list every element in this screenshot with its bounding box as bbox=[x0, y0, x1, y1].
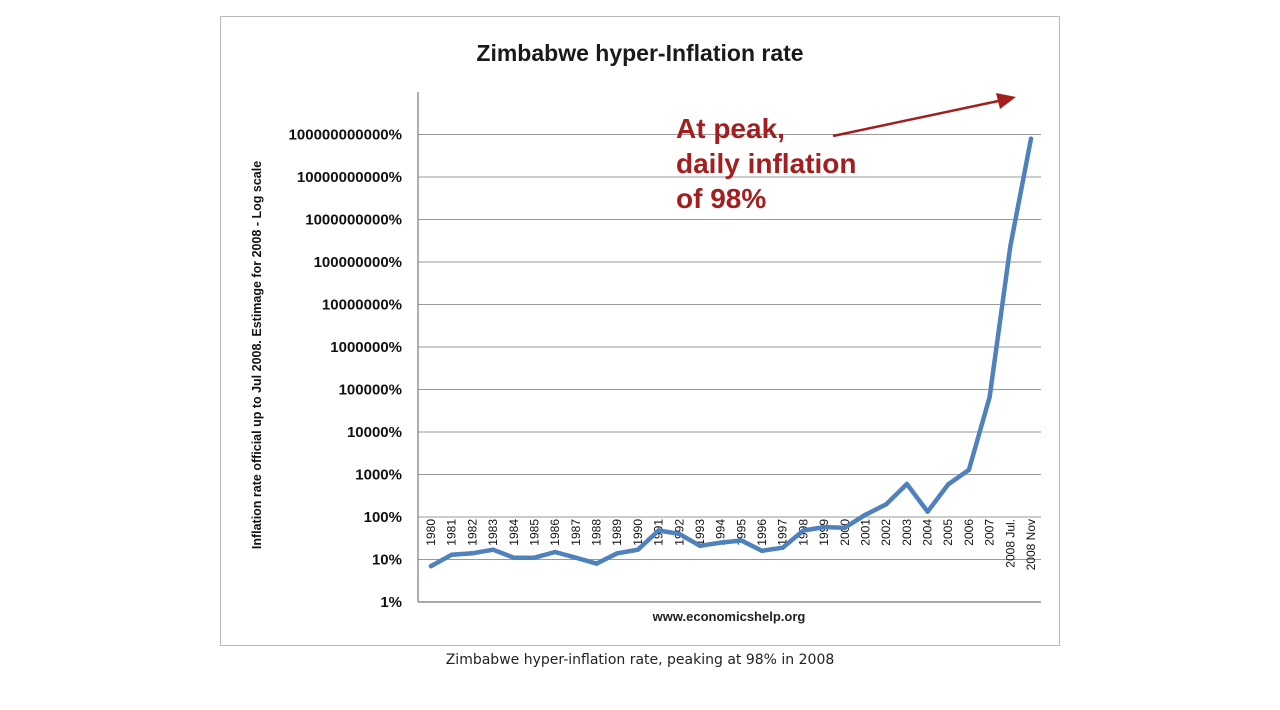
x-tick-label: 1988 bbox=[590, 519, 604, 546]
x-tick-label: 2006 bbox=[962, 519, 976, 546]
annotation-arrow bbox=[832, 98, 1004, 138]
data-point bbox=[532, 555, 537, 560]
y-tick-labels: 1% 10% 100% 1000% 10000% 100000% 1000000% 10000… bbox=[289, 127, 402, 612]
data-point bbox=[615, 551, 620, 556]
y-tick-label: 10000% bbox=[347, 424, 402, 441]
x-tick-label: 2002 bbox=[879, 519, 893, 546]
x-tick-label: 1994 bbox=[714, 519, 728, 546]
y-tick-label: 100000% bbox=[339, 382, 402, 399]
data-point bbox=[490, 547, 496, 552]
y-tick-label: 1000% bbox=[355, 467, 402, 484]
x-tick-label: 2008 Jul. bbox=[1003, 519, 1017, 568]
x-tick-label: 2007 bbox=[983, 519, 997, 546]
x-tick-label: 1987 bbox=[569, 519, 583, 546]
y-tick-label: 10000000% bbox=[322, 297, 402, 314]
data-point bbox=[863, 512, 868, 517]
x-tick-label: 1985 bbox=[527, 519, 541, 546]
y-tick-label: 10% bbox=[372, 552, 402, 569]
data-point bbox=[656, 528, 661, 533]
series-line bbox=[428, 136, 1034, 569]
annotation-line-3: of 98% bbox=[676, 183, 766, 214]
x-tick-label: 1999 bbox=[817, 519, 831, 546]
data-point bbox=[697, 543, 703, 549]
data-point bbox=[718, 540, 723, 545]
source-label: www.economicshelp.org bbox=[652, 609, 806, 624]
data-point bbox=[594, 561, 599, 566]
y-axis-label: Inflation rate official up to Jul 2008. … bbox=[250, 161, 264, 549]
data-point bbox=[925, 509, 930, 514]
x-tick-label: 2008 Nov bbox=[1024, 519, 1038, 570]
data-point bbox=[449, 552, 454, 557]
chart-frame: Zimbabwe hyper-Inflation rate 1% 10% 100% 1… bbox=[220, 16, 1060, 646]
x-tick-labels: 1980 1981 1982 1983 1984 1985 1986 1987 1988 1989… bbox=[424, 519, 1038, 571]
y-tick-label: 100000000000% bbox=[289, 127, 402, 144]
inflation-chart: Zimbabwe hyper-Inflation rate 1%10%100%1… bbox=[250, 40, 1041, 624]
data-point bbox=[801, 528, 806, 533]
x-tick-label: 1993 bbox=[693, 519, 707, 546]
data-point bbox=[883, 502, 889, 507]
data-point bbox=[573, 555, 579, 560]
data-point bbox=[511, 555, 516, 560]
chart-title: Zimbabwe hyper-Inflation rate bbox=[476, 40, 803, 66]
x-tick-label: 1990 bbox=[631, 519, 645, 546]
peak-annotation: At peak, daily inflation of 98% bbox=[676, 93, 1016, 214]
y-tick-label: 1000000% bbox=[330, 339, 402, 356]
data-point bbox=[759, 548, 765, 554]
y-tick-label: 1% bbox=[380, 594, 402, 611]
data-point bbox=[842, 525, 847, 530]
data-point bbox=[470, 551, 475, 556]
series-layer bbox=[428, 136, 1034, 569]
data-point bbox=[987, 394, 992, 400]
data-point bbox=[966, 467, 972, 473]
data-point bbox=[1028, 136, 1034, 141]
y-tick-label: 100% bbox=[364, 509, 402, 526]
x-tick-label: 1997 bbox=[776, 519, 790, 546]
data-point bbox=[904, 481, 910, 487]
data-point bbox=[780, 545, 785, 550]
y-tick-label: 1000000000% bbox=[305, 212, 402, 229]
x-tick-label: 1989 bbox=[610, 519, 624, 546]
x-tick-label: 2004 bbox=[921, 519, 935, 546]
figure-caption: Zimbabwe hyper-inflation rate, peaking a… bbox=[445, 652, 835, 668]
gridlines bbox=[417, 92, 1041, 603]
annotation-arrowhead bbox=[996, 93, 1016, 109]
x-tick-label: 2003 bbox=[900, 519, 914, 546]
y-tick-label: 100000000% bbox=[314, 254, 402, 271]
x-tick-label: 1984 bbox=[507, 519, 521, 546]
data-point bbox=[677, 531, 682, 537]
x-tick-label: 2001 bbox=[858, 519, 872, 546]
x-tick-label: 1996 bbox=[755, 519, 769, 546]
data-point bbox=[739, 538, 744, 543]
data-point bbox=[635, 547, 641, 552]
x-tick-label: 1986 bbox=[548, 519, 562, 546]
data-point bbox=[428, 563, 434, 569]
data-point bbox=[552, 549, 558, 555]
x-tick-label: 1983 bbox=[486, 519, 500, 546]
x-tick-label: 1980 bbox=[424, 519, 438, 546]
data-point bbox=[1008, 244, 1013, 249]
x-tick-label: 2005 bbox=[941, 519, 955, 546]
x-tick-label: 1981 bbox=[445, 519, 459, 546]
annotation-line-1: At peak, bbox=[676, 113, 785, 144]
x-tick-label: 1982 bbox=[465, 519, 479, 546]
annotation-line-2: daily inflation bbox=[676, 148, 856, 179]
y-tick-label: 10000000000% bbox=[297, 169, 402, 186]
data-point bbox=[946, 482, 951, 487]
data-point bbox=[821, 524, 827, 530]
